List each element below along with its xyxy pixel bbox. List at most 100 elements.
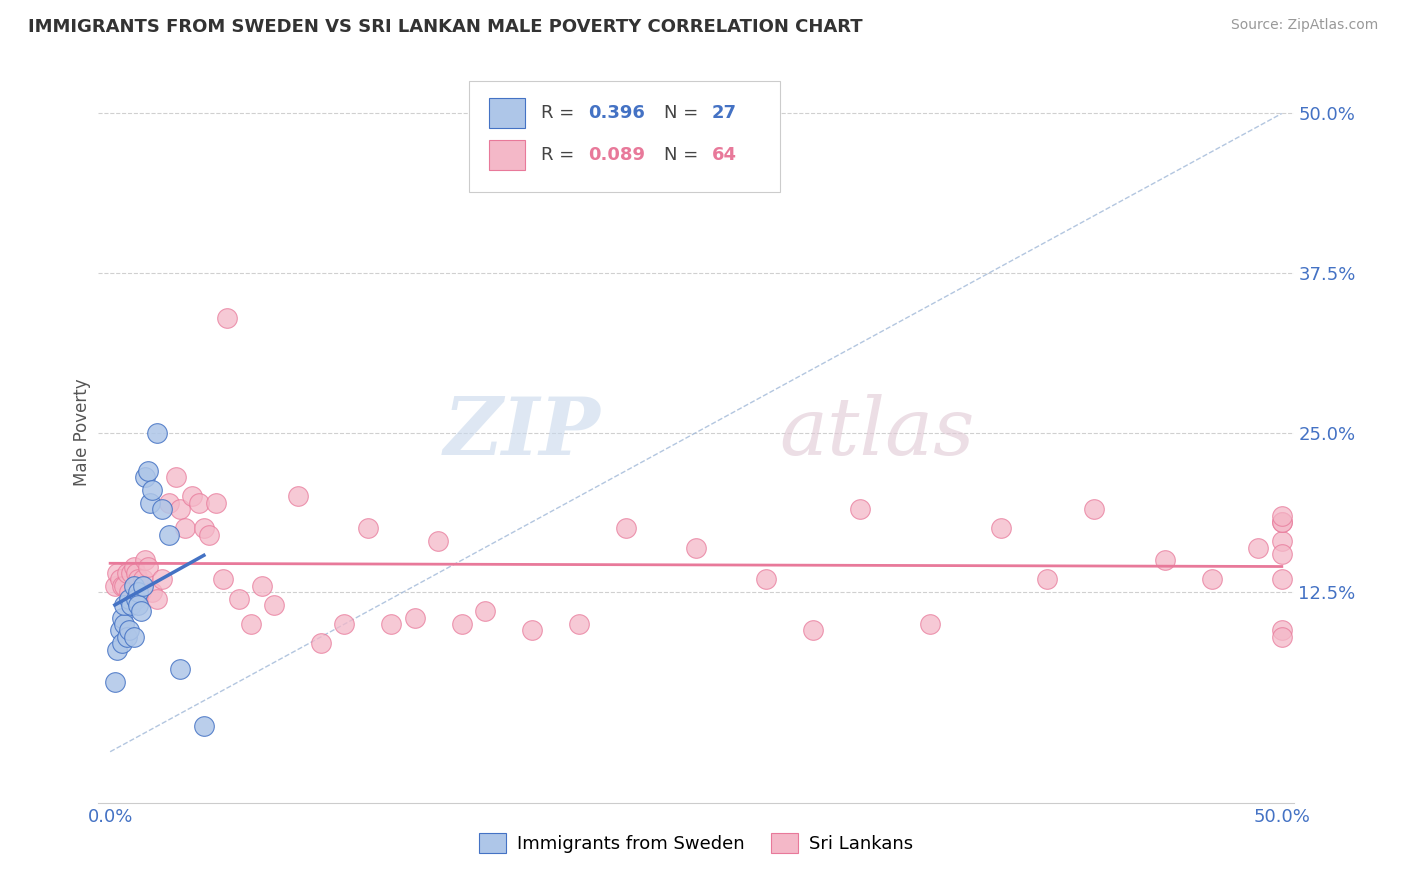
- Point: [181, 490, 204, 504]
- Point: [1271, 630, 1294, 644]
- Point: [157, 496, 180, 510]
- Point: [1271, 515, 1294, 529]
- Point: [568, 617, 591, 632]
- Point: [108, 624, 131, 638]
- Point: [990, 521, 1012, 535]
- Text: Source: ZipAtlas.com: Source: ZipAtlas.com: [1230, 18, 1378, 32]
- Point: [211, 573, 233, 587]
- Point: [112, 617, 135, 632]
- Legend: Immigrants from Sweden, Sri Lankans: Immigrants from Sweden, Sri Lankans: [471, 826, 921, 861]
- Point: [380, 617, 402, 632]
- Point: [165, 470, 187, 484]
- Point: [1247, 541, 1270, 555]
- Point: [141, 585, 163, 599]
- Point: [115, 630, 138, 644]
- Point: [1153, 553, 1175, 567]
- Text: 27: 27: [711, 103, 737, 122]
- Point: [188, 496, 211, 510]
- Point: [118, 591, 141, 606]
- Point: [357, 521, 380, 535]
- Point: [193, 521, 215, 535]
- FancyBboxPatch shape: [470, 81, 780, 192]
- Point: [474, 604, 496, 618]
- Text: 64: 64: [711, 146, 737, 164]
- Point: [685, 541, 707, 555]
- Point: [105, 642, 128, 657]
- Text: ZIP: ZIP: [443, 394, 600, 471]
- Point: [127, 598, 149, 612]
- Point: [1083, 502, 1105, 516]
- Bar: [489, 140, 524, 169]
- Point: [120, 566, 142, 580]
- Y-axis label: Male Poverty: Male Poverty: [73, 379, 91, 486]
- Point: [111, 611, 134, 625]
- Point: [333, 617, 356, 632]
- Point: [146, 591, 169, 606]
- Point: [427, 534, 450, 549]
- Point: [129, 585, 152, 599]
- Point: [174, 521, 197, 535]
- Point: [112, 598, 135, 612]
- Text: R =: R =: [541, 103, 574, 122]
- Point: [252, 579, 274, 593]
- Text: 0.089: 0.089: [589, 146, 645, 164]
- Point: [115, 566, 138, 580]
- Point: [150, 502, 173, 516]
- Point: [129, 604, 152, 618]
- Text: R =: R =: [541, 146, 574, 164]
- Point: [132, 573, 155, 587]
- Point: [169, 502, 191, 516]
- Point: [193, 719, 215, 733]
- Point: [132, 579, 155, 593]
- Point: [134, 553, 156, 567]
- Point: [111, 579, 134, 593]
- Point: [217, 310, 239, 325]
- Point: [1201, 573, 1223, 587]
- Point: [1271, 547, 1294, 561]
- Point: [112, 579, 135, 593]
- Point: [1036, 573, 1059, 587]
- Point: [1271, 624, 1294, 638]
- Point: [755, 573, 778, 587]
- Point: [122, 630, 145, 644]
- Point: [127, 585, 149, 599]
- Text: 0.396: 0.396: [589, 103, 645, 122]
- Text: atlas: atlas: [779, 394, 974, 471]
- Point: [146, 425, 169, 440]
- Point: [108, 573, 131, 587]
- Point: [104, 579, 127, 593]
- Point: [136, 464, 159, 478]
- Point: [287, 490, 309, 504]
- Point: [105, 566, 128, 580]
- Point: [228, 591, 250, 606]
- Point: [111, 636, 134, 650]
- Text: N =: N =: [664, 103, 697, 122]
- Point: [239, 617, 262, 632]
- Point: [122, 559, 145, 574]
- Point: [104, 674, 127, 689]
- Point: [1271, 515, 1294, 529]
- Point: [1271, 573, 1294, 587]
- Text: IMMIGRANTS FROM SWEDEN VS SRI LANKAN MALE POVERTY CORRELATION CHART: IMMIGRANTS FROM SWEDEN VS SRI LANKAN MAL…: [28, 18, 863, 36]
- Point: [1271, 508, 1294, 523]
- Point: [404, 611, 426, 625]
- Point: [520, 624, 543, 638]
- Point: [614, 521, 637, 535]
- Point: [127, 573, 149, 587]
- Point: [920, 617, 942, 632]
- Point: [1271, 534, 1294, 549]
- Text: N =: N =: [664, 146, 697, 164]
- Point: [197, 527, 219, 541]
- Point: [122, 579, 145, 593]
- Point: [139, 496, 162, 510]
- Point: [120, 598, 142, 612]
- Point: [118, 624, 141, 638]
- Point: [157, 527, 180, 541]
- Point: [169, 662, 191, 676]
- Point: [134, 470, 156, 484]
- Point: [263, 598, 285, 612]
- Point: [141, 483, 163, 497]
- Point: [450, 617, 472, 632]
- Point: [849, 502, 872, 516]
- Point: [801, 624, 824, 638]
